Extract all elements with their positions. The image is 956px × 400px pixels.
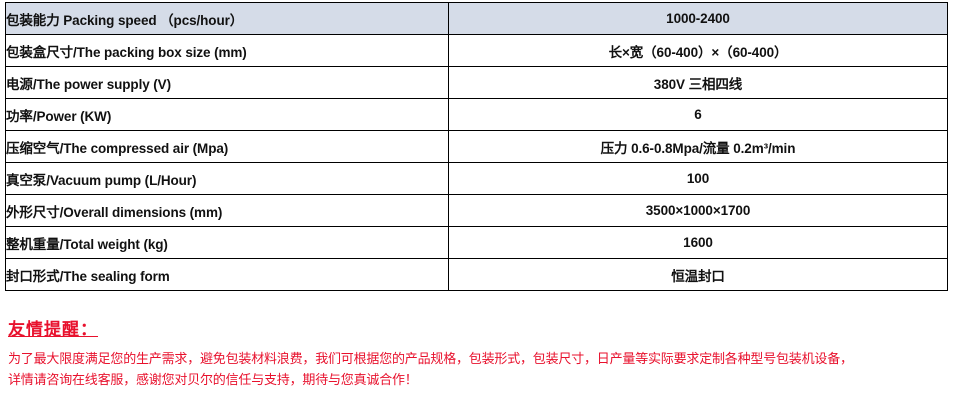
notice-title: 友情提醒：: [8, 320, 98, 340]
spec-table-body: 包装能力 Packing speed （pcs/hour） 1000-2400 包装…: [5, 2, 948, 291]
spec-parameter-en: /Vacuum pump (L/Hour): [46, 172, 197, 188]
spec-parameter-cell: 封口形式/The sealing form: [5, 258, 449, 291]
spec-parameter-en: /Overall dimensions (mm): [59, 204, 223, 220]
spec-parameter-en: /The compressed air (Mpa): [59, 140, 229, 156]
spec-parameter-cn: 真空泵: [6, 172, 47, 189]
spec-value-cell: 3500×1000×1700: [448, 194, 948, 227]
spec-parameter-cn: 压缩空气: [6, 140, 60, 157]
spec-value-cell: 长×宽（60-400）×（60-400）: [448, 34, 948, 67]
spec-parameter-en: /The packing box size (mm): [73, 44, 247, 60]
spec-parameter-cn: 电源: [6, 76, 33, 93]
spec-parameter-cell: 功率/Power (KW): [5, 98, 449, 131]
spec-parameter-cn: 整机重量: [6, 236, 60, 253]
specifications-table: 包装能力 Packing speed （pcs/hour） 1000-2400 包装…: [5, 2, 948, 291]
spec-parameter-en: Packing speed （pcs/hour）: [59, 12, 244, 28]
spec-parameter-cn: 包装盒尺寸: [6, 44, 73, 61]
spec-parameter-cn: 封口形式: [6, 268, 60, 285]
spec-parameter-cell: 外形尺寸/Overall dimensions (mm): [5, 194, 449, 227]
spec-value-cell: 380V 三相四线: [448, 66, 948, 99]
table-row: 整机重量/Total weight (kg) 1600: [5, 226, 948, 259]
spec-parameter-cell: 包装能力 Packing speed （pcs/hour）: [5, 2, 449, 35]
notice-body: 为了最大限度满足您的生产需求，避免包装材料浪费，我们可根据您的产品规格，包装形式…: [8, 349, 948, 391]
table-row: 包装能力 Packing speed （pcs/hour） 1000-2400: [5, 2, 948, 35]
table-row: 压缩空气/The compressed air (Mpa) 压力 0.6-0.8M…: [5, 130, 948, 163]
spec-parameter-cell: 整机重量/Total weight (kg): [5, 226, 449, 259]
table-row: 外形尺寸/Overall dimensions (mm) 3500×1000×17…: [5, 194, 948, 227]
spec-parameter-en: /Power (KW): [32, 108, 112, 124]
spec-parameter-cn: 包装能力: [6, 12, 60, 29]
spec-value-cell: 1000-2400: [448, 2, 948, 35]
spec-parameter-cell: 真空泵/Vacuum pump (L/Hour): [5, 162, 449, 195]
spec-parameter-en: /The power supply (V): [32, 76, 171, 92]
notice-line: 为了最大限度满足您的生产需求，避免包装材料浪费，我们可根据您的产品规格，包装形式…: [8, 352, 853, 367]
spec-table-container: 包装能力 Packing speed （pcs/hour） 1000-2400 包装…: [5, 2, 948, 291]
spec-value-cell: 100: [448, 162, 948, 195]
spec-value-cell: 1600: [448, 226, 948, 259]
friendly-notice: 友情提醒： 为了最大限度满足您的生产需求，避免包装材料浪费，我们可根据您的产品规…: [8, 318, 948, 391]
spec-parameter-en: /Total weight (kg): [59, 236, 168, 252]
spec-parameter-cn: 功率: [6, 108, 33, 125]
table-row: 功率/Power (KW) 6: [5, 98, 948, 131]
spec-parameter-cn: 外形尺寸: [6, 204, 60, 221]
table-row: 真空泵/Vacuum pump (L/Hour) 100: [5, 162, 948, 195]
spec-value-cell: 6: [448, 98, 948, 131]
table-row: 封口形式/The sealing form 恒温封口: [5, 258, 948, 291]
table-row: 电源/The power supply (V) 380V 三相四线: [5, 66, 948, 99]
spec-parameter-cell: 压缩空气/The compressed air (Mpa): [5, 130, 449, 163]
spec-value-cell: 压力 0.6-0.8Mpa/流量 0.2m³/min: [448, 130, 948, 163]
table-row: 包装盒尺寸/The packing box size (mm) 长×宽（60-40…: [5, 34, 948, 67]
spec-parameter-en: /The sealing form: [59, 268, 170, 284]
spec-parameter-cell: 电源/The power supply (V): [5, 66, 449, 99]
notice-line: 详情请咨询在线客服，感谢您对贝尔的信任与支持，期待与您真诚合作！: [8, 373, 418, 388]
spec-parameter-cell: 包装盒尺寸/The packing box size (mm): [5, 34, 449, 67]
spec-value-cell: 恒温封口: [448, 258, 948, 291]
